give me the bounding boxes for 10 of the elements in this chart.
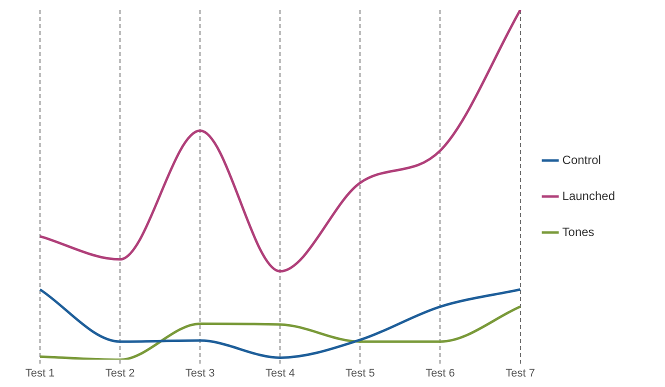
legend-label: Launched <box>562 188 615 203</box>
x-tick-label: Test 2 <box>105 367 135 380</box>
x-tick-label: Test 4 <box>265 367 295 380</box>
x-tick-label: Test 3 <box>185 367 215 380</box>
legend-label: Tones <box>562 224 594 239</box>
x-tick-label: Test 6 <box>426 367 455 380</box>
x-tick-label: Test 5 <box>346 367 375 380</box>
legend-label: Control <box>562 152 601 167</box>
x-tick-label: Test 7 <box>506 367 535 380</box>
x-tick-label: Test 1 <box>25 367 55 380</box>
